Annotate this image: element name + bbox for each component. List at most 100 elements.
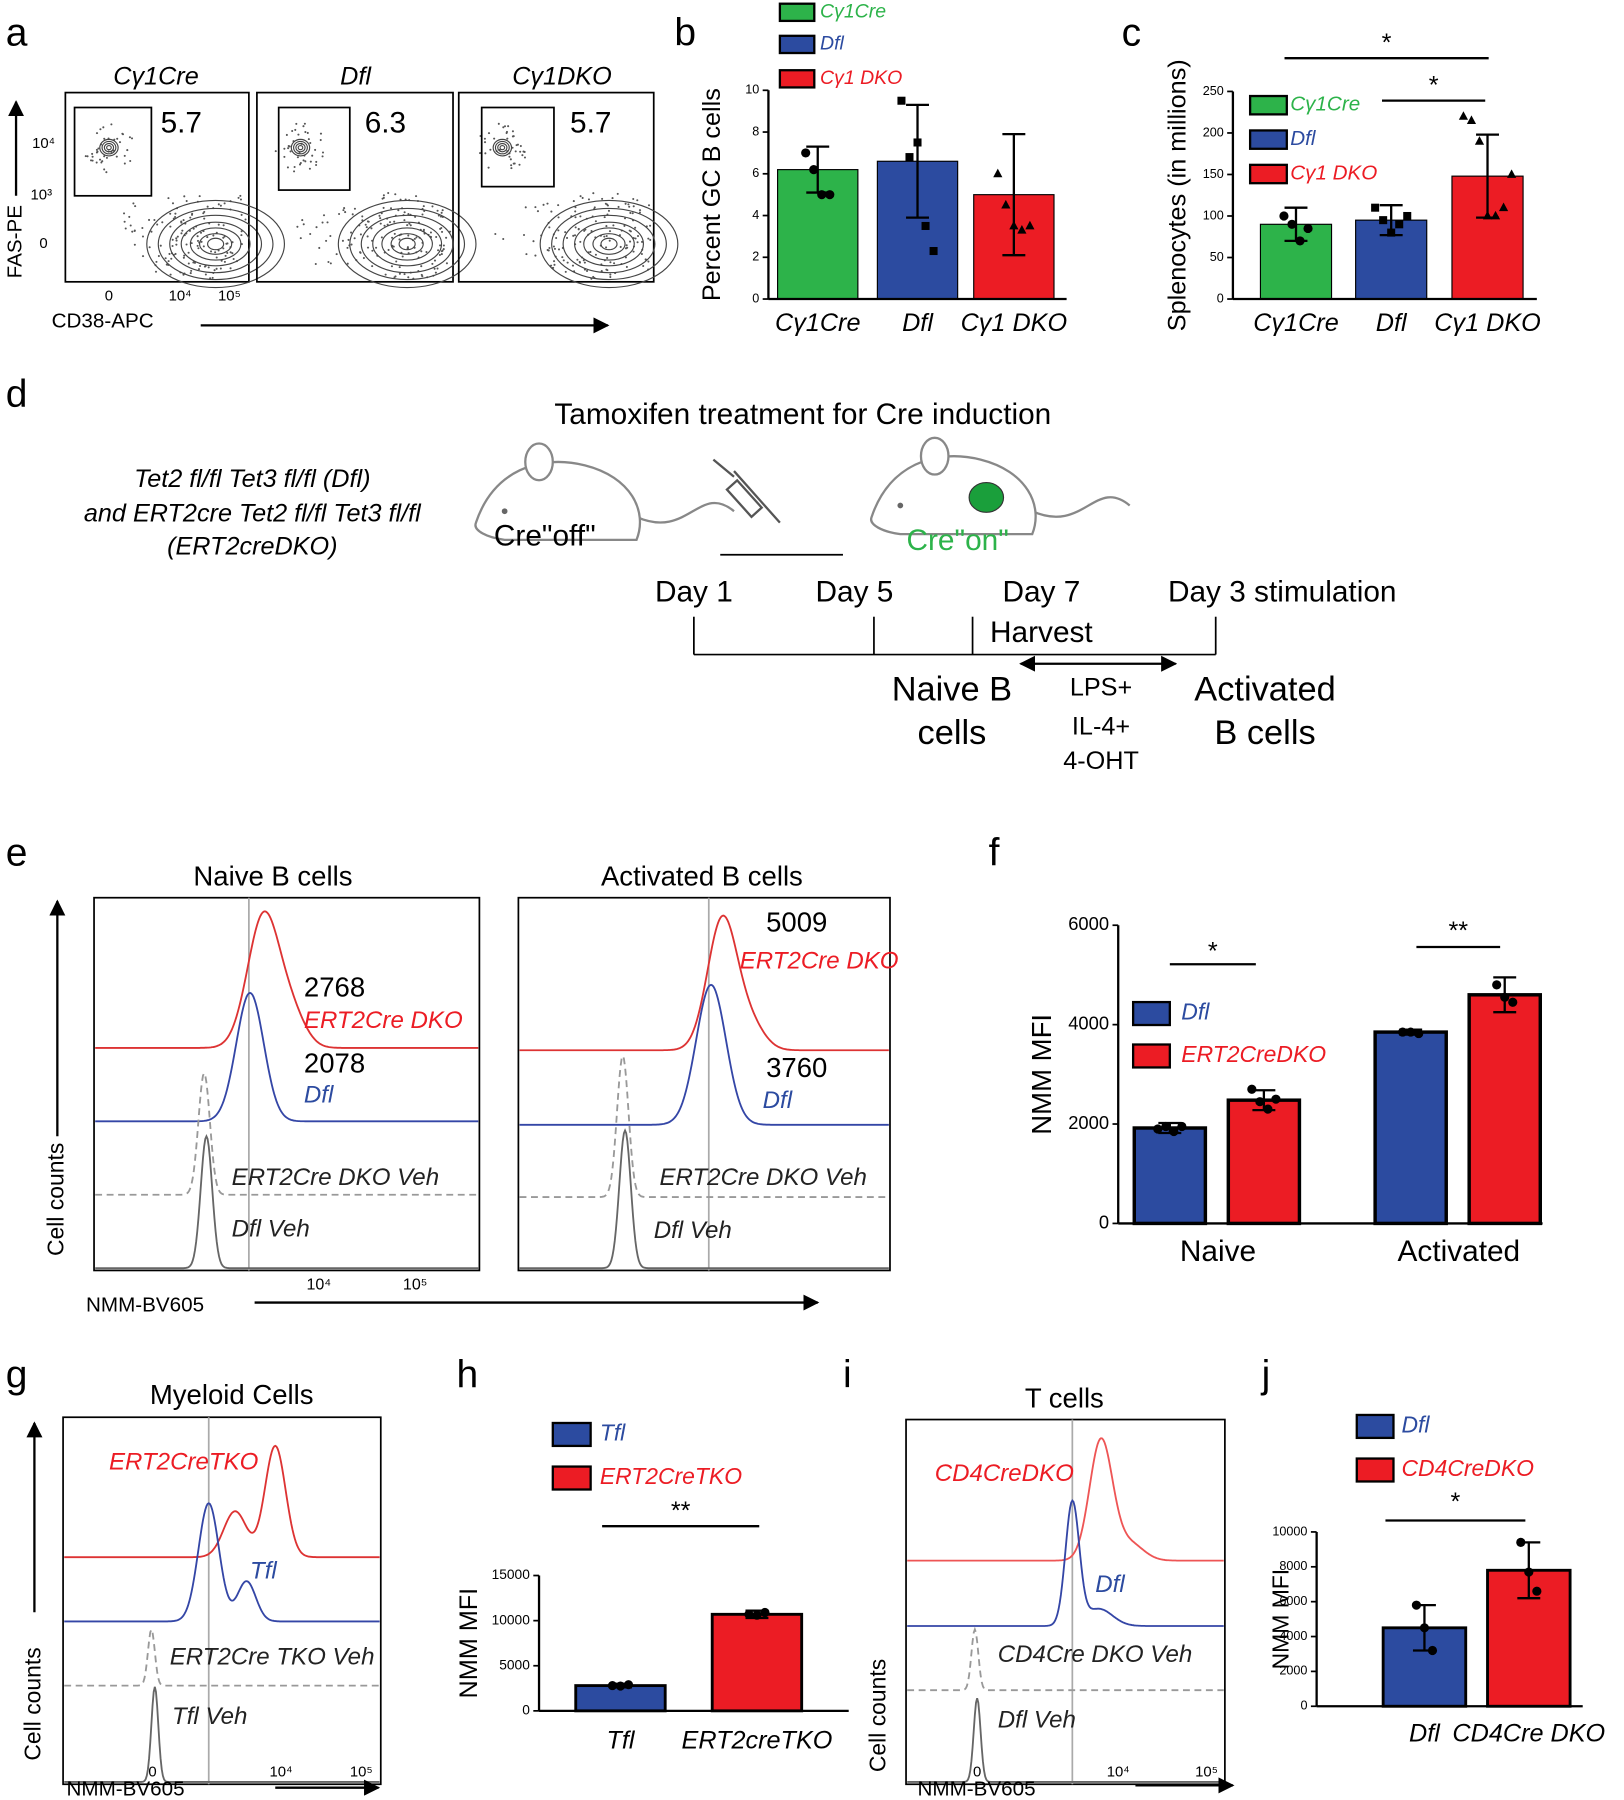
mice-label: Tet2 fl/fl Tet3 fl/fl (Dfl) [134,465,370,493]
event-dot [407,234,410,237]
y-tick-label: 150 [1203,167,1224,181]
y-tick-label: 10 [745,83,759,97]
event-dot [299,161,302,165]
event-dot [182,219,185,222]
histogram-curve [519,1053,889,1198]
event-dot [307,138,310,141]
event-dot [105,156,108,159]
event-dot [487,166,490,169]
data-point [1411,1600,1421,1610]
event-dot [502,126,505,129]
event-dot [513,162,516,165]
event-dot [401,255,404,258]
event-dot [95,161,98,164]
event-dot [219,204,222,207]
event-dot [574,210,577,213]
panel-letter: a [6,12,28,55]
event-dot [408,222,411,225]
event-dot [581,196,584,199]
event-dot [415,195,418,198]
data-point [1532,1586,1542,1596]
event-dot [577,228,580,231]
legend-label: Cγ1Cre [1290,93,1360,116]
event-dot [306,131,309,134]
event-dot [231,252,234,255]
step-label: 4-OHT [1063,747,1139,775]
event-dot [190,269,193,272]
axis-label: NMM-BV605 [86,1293,204,1316]
event-dot [649,238,652,241]
event-dot [133,243,136,246]
curve-label: Dfl Veh [998,1707,1076,1734]
axis-label: Cell counts [19,1647,45,1760]
event-dot [154,270,158,273]
event-dot [403,273,406,276]
y-tick-label: 4000 [1279,1629,1307,1643]
contour [157,207,274,281]
contour [101,140,117,155]
histogram-curve [519,983,889,1126]
panel-letter: i [843,1353,852,1396]
data-point [1498,202,1509,212]
data-point [1500,992,1510,1002]
event-dot [393,276,396,279]
day-label: Day 5 [816,576,894,609]
x-tick-label: 10⁵ [1195,1765,1218,1781]
event-dot [576,258,579,261]
event-dot [103,168,106,171]
significance-mark: * [1429,72,1439,100]
event-dot [295,122,298,125]
event-dot [435,235,438,239]
legend-swatch [551,1465,592,1491]
bar [1373,1030,1448,1226]
event-dot [406,224,409,227]
event-dot [97,147,100,150]
x-tick-label: Cγ1Cre [775,309,860,337]
event-dot [198,195,201,198]
event-dot [226,242,229,245]
event-dot [378,214,381,217]
y-tick-label: 8 [752,124,759,138]
event-dot [433,267,436,270]
data-point [1161,1121,1171,1132]
event-dot [623,217,627,220]
legend-swatch [1248,94,1288,116]
event-dot [632,205,635,208]
event-dot [342,209,345,212]
event-dot [129,224,132,227]
event-dot [442,244,445,247]
event-dot [274,150,277,153]
panel-letter: c [1122,12,1142,55]
x-tick-label: ERT2creTKO [682,1726,833,1754]
event-dot [601,197,604,200]
histogram-curve [519,1128,889,1270]
event-dot [609,261,612,264]
contour [360,214,454,274]
x-tick-label: Cγ1 DKO [1434,309,1541,337]
bar [1467,993,1542,1226]
contour [198,233,233,255]
curve-label: ERT2Cre DKO Veh [232,1164,439,1191]
contour [390,233,424,255]
event-dot [297,133,300,136]
event-dot [319,139,322,142]
contour [492,138,513,157]
event-dot [346,262,349,265]
event-dot [302,223,305,226]
event-dot [174,212,177,215]
legend-label: ERT2CreTKO [600,1463,742,1489]
event-dot [380,236,383,239]
event-dot [169,225,172,228]
event-dot [548,246,551,250]
x-tick-label: Dfl [1409,1720,1441,1748]
event-dot [579,215,582,218]
day-label: Day 1 [655,576,733,609]
event-dot [150,230,153,233]
event-dot [240,234,243,237]
event-dot [625,244,628,247]
event-dot [286,166,289,169]
event-dot [511,130,514,133]
event-dot [592,275,595,278]
data-point [615,1681,626,1691]
axis-label: FAS-PE [4,205,27,278]
